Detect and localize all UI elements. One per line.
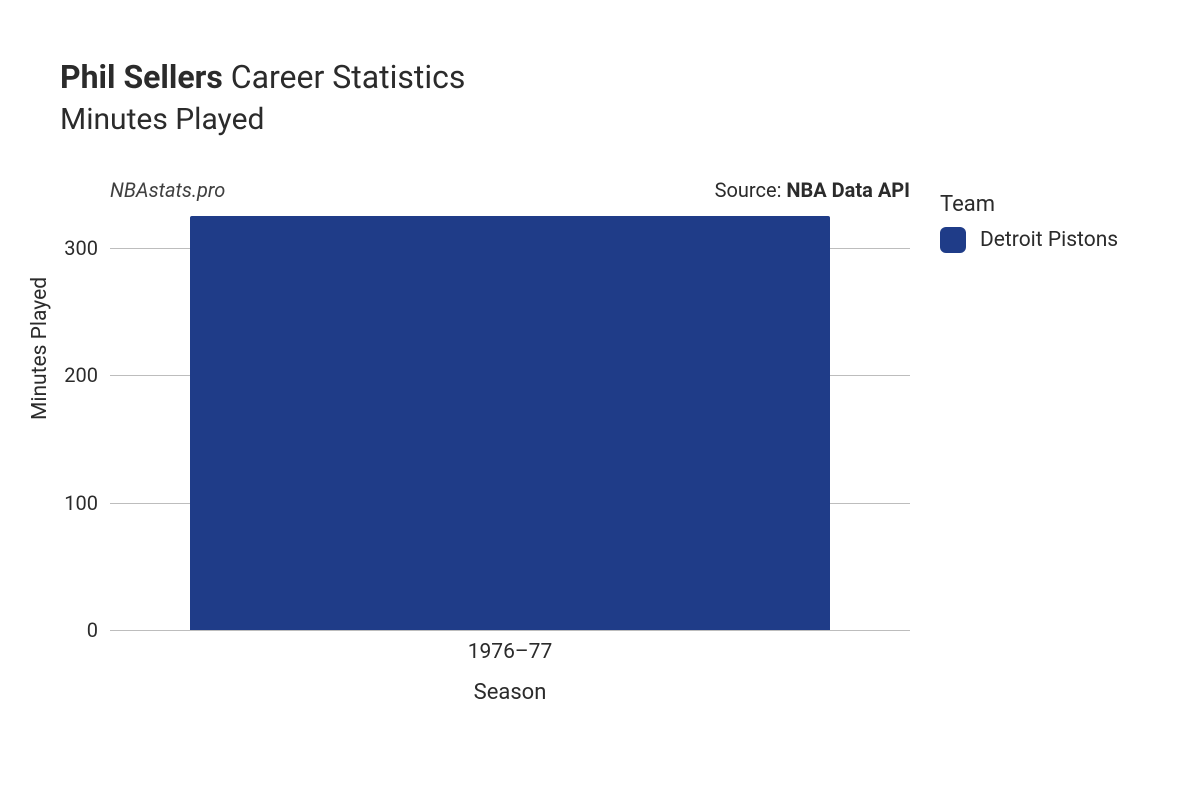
legend: Team Detroit Pistons <box>940 192 1118 253</box>
legend-item: Detroit Pistons <box>940 227 1118 253</box>
attribution-row: NBAstats.pro Source: NBA Data API <box>110 178 910 202</box>
plot-area: 01002003001976–77 <box>110 210 910 630</box>
chart-subtitle: Minutes Played <box>60 102 465 137</box>
chart-title-block: Phil Sellers Career Statistics Minutes P… <box>60 58 465 137</box>
legend-title: Team <box>940 192 1118 217</box>
source-prefix: Source: <box>715 178 787 202</box>
title-suffix: Career Statistics <box>231 58 466 96</box>
y-tick-label: 300 <box>64 236 98 260</box>
source-name: NBA Data API <box>786 178 910 202</box>
y-tick-label: 0 <box>87 618 98 642</box>
chart-title-line1: Phil Sellers Career Statistics <box>60 58 465 96</box>
grid-line <box>110 630 910 631</box>
site-credit: NBAstats.pro <box>110 178 225 202</box>
player-name: Phil Sellers <box>60 58 223 96</box>
bar <box>190 216 830 630</box>
x-axis-title: Season <box>110 680 910 705</box>
y-tick-label: 100 <box>64 491 98 515</box>
legend-swatch <box>940 227 966 253</box>
legend-label: Detroit Pistons <box>980 228 1118 252</box>
y-tick-label: 200 <box>64 363 98 387</box>
x-tick-label: 1976–77 <box>468 640 553 664</box>
y-axis-title: Minutes Played <box>28 277 52 420</box>
source-credit: Source: NBA Data API <box>715 178 910 202</box>
